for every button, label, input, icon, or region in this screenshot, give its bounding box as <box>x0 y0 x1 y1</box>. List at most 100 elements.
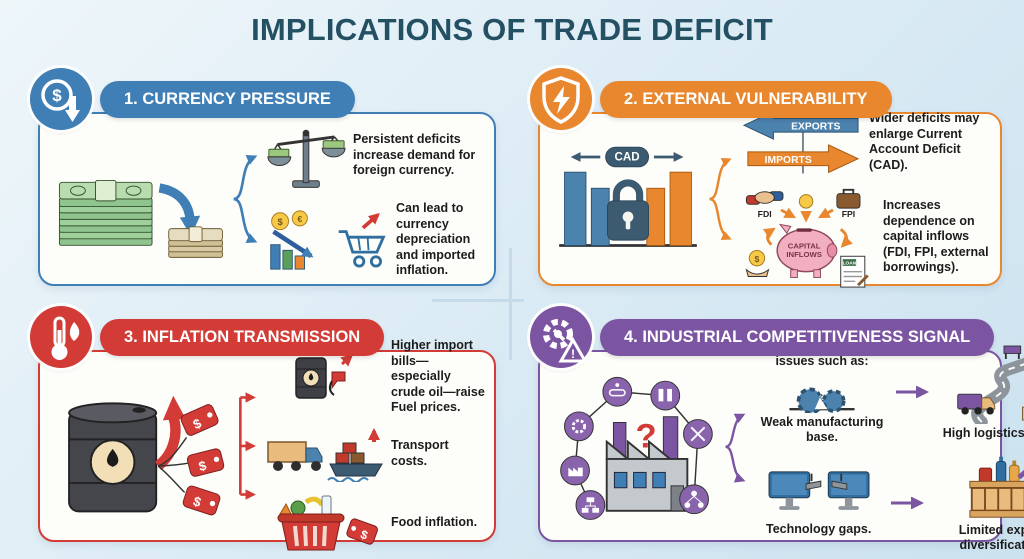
org-chart-node-icon <box>575 490 606 520</box>
section-industrial-competitiveness: ! 4. INDUSTRIAL COMPETITIVENESS SIGNAL <box>530 306 1024 552</box>
oil-barrel-price-tags-illustration: $ $ $ <box>52 367 232 525</box>
external-point-2-text: Increases dependence on capital inflows … <box>883 198 989 275</box>
factory-network-illustration: ? <box>552 365 720 527</box>
shield-bolt-badge-icon <box>530 68 592 130</box>
inflation-point-1-text: Higher import bills—especially crude oil… <box>391 338 485 415</box>
large-money-stack-icon <box>58 180 153 246</box>
cad-bars-lock-illustration: CAD <box>552 136 704 262</box>
price-tag-icon: $ <box>182 485 221 516</box>
currency-decrease-badge-icon: $ <box>30 68 92 130</box>
section-heading-currency: 1. CURRENCY PRESSURE <box>100 81 355 118</box>
svg-text:INFLOWS: INFLOWS <box>786 250 821 259</box>
small-factory-node-icon <box>560 455 590 486</box>
currency-split-connector <box>232 137 262 261</box>
gear-bulb-node-icon <box>564 411 594 442</box>
svg-text:!: ! <box>571 347 575 361</box>
svg-text:FPI: FPI <box>842 209 855 219</box>
price-tag-icon: $ <box>180 404 219 436</box>
inflation-transmission-card: $ $ $ <box>38 338 496 551</box>
center-connector-vertical <box>509 248 512 360</box>
oil-drum-fuel-pump-icon <box>266 350 384 404</box>
falling-chart-coins-icon: $ € <box>266 207 328 273</box>
section-heading-external: 2. EXTERNAL VULNERABILITY <box>600 81 892 118</box>
coin-hand-icon: $ <box>745 249 770 277</box>
machinery-node-icon <box>650 380 681 411</box>
currency-point-1: Persistent deficits increase demand for … <box>266 119 486 191</box>
truck-ship-icon <box>266 426 384 482</box>
coin-icon <box>798 194 814 209</box>
broken-gear-icon <box>784 371 860 413</box>
factory-icon <box>605 416 689 512</box>
inflation-point-2: Transport costs. <box>266 426 486 482</box>
arrow-right-connector <box>894 386 934 398</box>
page-title: IMPLICATIONS OF TRADE DEFICIT <box>251 12 773 47</box>
rising-price-arrow-icon <box>154 395 186 471</box>
external-vulnerability-card: CAD <box>538 109 1002 289</box>
food-basket-tag-icon: $ <box>266 492 384 554</box>
gear-warning-badge-icon: ! <box>530 306 592 368</box>
svg-text:$: $ <box>52 86 62 105</box>
export-crate-icon <box>958 453 1024 521</box>
svg-text:LOAN: LOAN <box>843 261 857 267</box>
svg-text:€: € <box>297 214 302 224</box>
section-heading-inflation: 3. INFLATION TRANSMISSION <box>100 319 385 356</box>
industrial-row-1: Reflects structural issues such as: Weak… <box>752 339 1024 445</box>
external-point-1-text: Wider deficits may enlarge Current Accou… <box>869 111 980 172</box>
lock-icon <box>612 179 644 207</box>
currency-pressure-card: Persistent deficits increase demand for … <box>38 112 496 286</box>
industrial-competitiveness-card: ? <box>538 339 1024 552</box>
industrial-split-connector <box>724 371 748 521</box>
center-connector-horizontal <box>432 299 524 302</box>
inflation-point-2-text: Transport costs. <box>391 438 449 468</box>
arrow-right-connector <box>889 497 929 509</box>
svg-text:IMPORTS: IMPORTS <box>765 155 812 166</box>
oil-barrel-icon <box>68 402 158 513</box>
exports-imports-arrows-icon: EXPORTS IMPORTS <box>740 109 862 175</box>
external-split-connector <box>708 137 736 261</box>
conveyor-node-icon <box>602 376 633 407</box>
industrial-item-4-text: Limited export diversification <box>958 523 1024 552</box>
question-mark: ? <box>636 417 657 455</box>
section-external-vulnerability: 2. EXTERNAL VULNERABILITY <box>530 68 1002 289</box>
svg-text:$: $ <box>277 216 283 227</box>
currency-point-1-text: Persistent deficits increase demand for … <box>353 132 476 177</box>
shopping-cart-icon <box>335 207 389 273</box>
logistics-road-truck-icon <box>954 344 1024 424</box>
external-point-2: FDI FPI <box>740 185 992 289</box>
capital-inflows-piggy-icon: FDI FPI <box>740 185 876 289</box>
inflation-point-1: Higher import bills—especially crude oil… <box>266 338 486 416</box>
industrial-item-1-text: Weak manufacturing base. <box>760 415 884 444</box>
small-money-stack-icon <box>168 226 223 258</box>
inflation-split-connector <box>236 364 262 528</box>
truck-icon <box>267 441 323 471</box>
industrial-item-3-text: Technology gaps. <box>765 521 872 536</box>
svg-text:EXPORTS: EXPORTS <box>791 122 840 133</box>
price-tag-icon: $ <box>186 448 225 477</box>
svg-text:CAD: CAD <box>615 151 640 164</box>
shrink-arrow-icon <box>158 183 201 237</box>
money-stacks-illustration <box>52 135 228 263</box>
industrial-item-2-text: High logistics costs. <box>942 425 1024 440</box>
svg-text:FDI: FDI <box>758 209 772 219</box>
hierarchy-node-icon <box>679 484 709 515</box>
svg-text:$: $ <box>197 458 208 474</box>
piggy-bank-icon: CAPITAL INFLOWS <box>776 223 838 278</box>
handshake-icon <box>745 191 784 205</box>
section-heading-industrial: 4. INDUSTRIAL COMPETITIVENESS SIGNAL <box>600 319 995 356</box>
section-currency-pressure: $ 1. CURRENCY PRESSURE <box>30 68 496 286</box>
svg-text:$: $ <box>359 527 370 543</box>
currency-point-2: $ € <box>266 201 486 279</box>
currency-point-2-text: Can lead to currency depreciation and im… <box>396 201 476 278</box>
price-tag-icon: $ <box>346 518 378 545</box>
inflation-point-3-text: Food inflation. <box>391 515 478 529</box>
boxes-icon <box>1021 406 1024 421</box>
cargo-ship-icon <box>327 442 383 482</box>
external-point-1: EXPORTS IMPORTS Wider deficits may enlar… <box>740 109 992 175</box>
industrial-row-2: Technology gaps. <box>752 453 1024 553</box>
loan-document-icon: LOAN <box>840 255 869 288</box>
svg-text:CAPITAL: CAPITAL <box>788 242 821 251</box>
trade-arrows-node-icon <box>683 419 713 449</box>
balance-scale-icon <box>266 119 346 191</box>
briefcase-icon <box>836 188 861 209</box>
